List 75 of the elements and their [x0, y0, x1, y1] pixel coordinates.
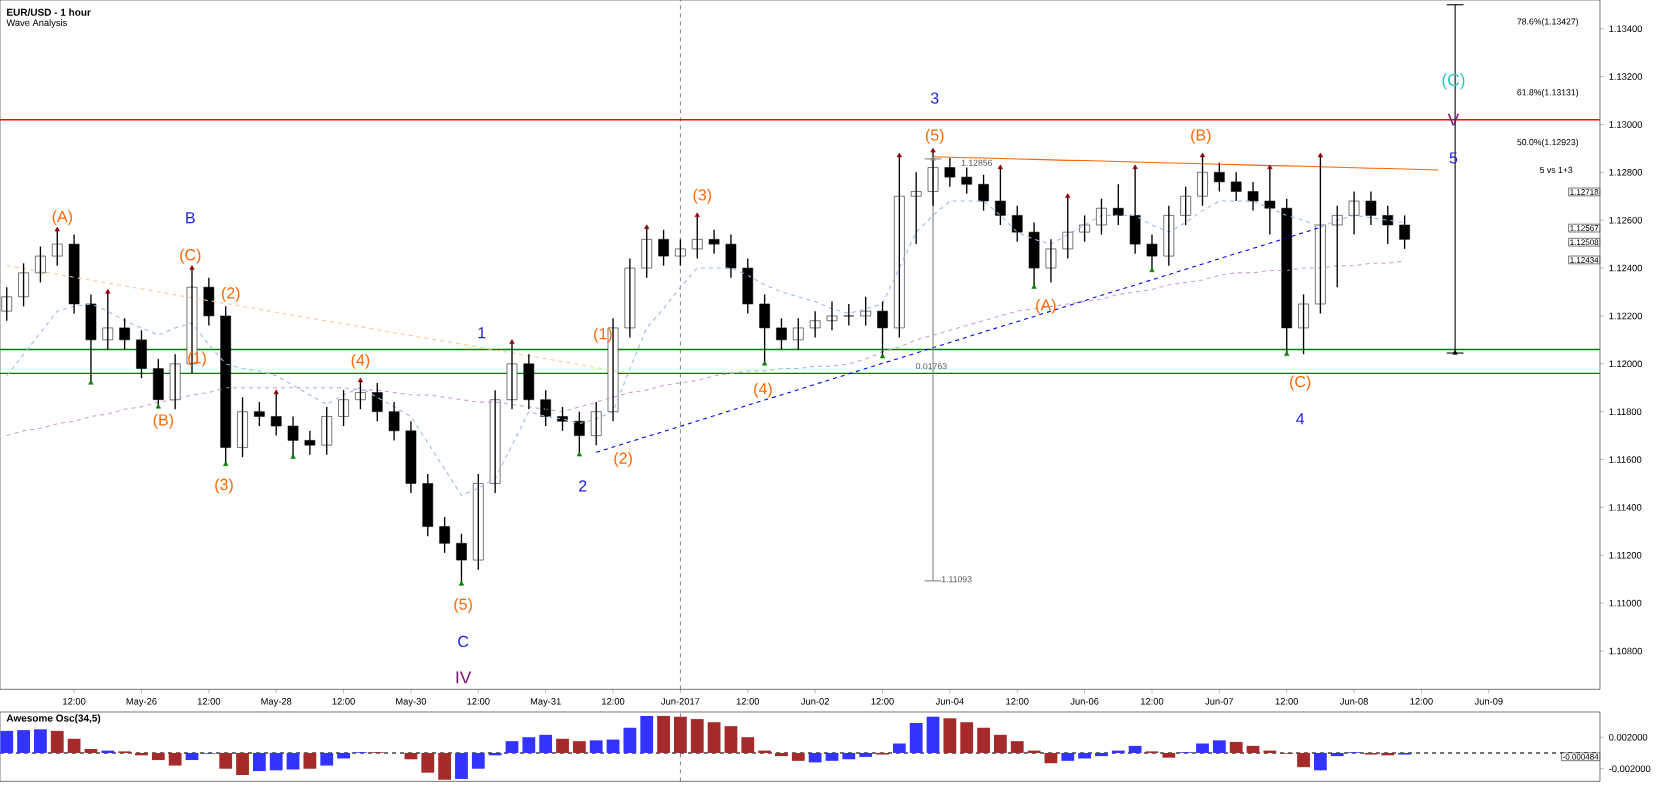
annotation: (B) — [1191, 129, 1211, 145]
x-tick-label: 12:00 — [332, 698, 355, 705]
x-tick-label: 12:00 — [1410, 698, 1433, 705]
x-tick-label: Jun-08 — [1339, 698, 1368, 705]
y-tick-label: 1.13000 — [1609, 121, 1643, 128]
annotation: (B) — [153, 413, 174, 429]
chart-title: Awesome Osc(34,5) — [6, 714, 101, 724]
annotation: 4 — [1296, 413, 1305, 425]
annotation: C — [458, 635, 469, 648]
x-tick-label: Jun-2017 — [661, 698, 700, 705]
annotation: -0.000484 — [1562, 754, 1599, 760]
annotation: 1.12856 — [961, 159, 993, 166]
annotation: (4) — [754, 382, 772, 398]
annotation: (2) — [221, 287, 240, 302]
annotation: 1.12567 — [1570, 225, 1599, 232]
x-tick-label: 12:00 — [467, 698, 490, 705]
annotation: (C) — [1290, 375, 1311, 391]
annotation: (2) — [614, 452, 632, 468]
annotation: 50.0%(1.12923) — [1517, 139, 1579, 148]
y-tick-label: 1.12800 — [1609, 169, 1643, 176]
y-tick-label: 0.002000 — [1609, 734, 1648, 741]
text: EUR/USD - 1 hour — [7, 8, 91, 17]
y-tick-label: 1.11200 — [1609, 552, 1642, 559]
annotation: 5 vs 1+3 — [1540, 167, 1573, 174]
x-tick-label: May-28 — [261, 698, 292, 707]
annotation: (A) — [1036, 299, 1056, 314]
x-tick-label: Jun-04 — [935, 698, 964, 705]
x-tick-label: 12:00 — [1006, 698, 1029, 705]
y-tick-label: 1.12200 — [1609, 312, 1643, 320]
annotation: 1.12718 — [1570, 189, 1599, 195]
x-tick-label: Jun-06 — [1070, 698, 1099, 705]
annotation: 1.12508 — [1570, 239, 1599, 246]
x-tick-label: Jun-09 — [1474, 698, 1503, 705]
annotation: (4) — [351, 354, 370, 370]
y-tick-label: 1.11400 — [1609, 504, 1642, 511]
annotation: (A) — [52, 210, 72, 226]
annotation: 78.6%(1.13427) — [1517, 18, 1579, 27]
x-tick-label: 12:00 — [63, 698, 86, 705]
y-tick-label: 1.11000 — [1609, 600, 1642, 607]
y-tick-label: 1.13400 — [1609, 25, 1643, 33]
x-tick-label: 12:00 — [602, 698, 625, 705]
x-tick-label: Jun-07 — [1205, 698, 1234, 705]
annotation: 3 — [930, 92, 939, 104]
y-tick-label: 1.10800 — [1609, 647, 1643, 655]
annotation: (C) — [180, 248, 201, 264]
annotation: (5) — [454, 598, 472, 614]
x-tick-label: 12:00 — [736, 698, 760, 705]
text: Wave Analysis — [6, 19, 67, 28]
annotation: 2 — [579, 480, 587, 492]
y-tick-label: 1.12400 — [1609, 264, 1643, 272]
x-tick-label: Jun-02 — [801, 698, 829, 705]
x-tick-label: 12:00 — [197, 698, 221, 705]
annotation: IV — [456, 671, 472, 684]
y-tick-label: 1.12000 — [1609, 360, 1643, 368]
x-tick-label: 12:00 — [1275, 698, 1299, 705]
x-tick-label: 12:00 — [1141, 698, 1164, 705]
y-tick-label: 1.11600 — [1609, 456, 1642, 464]
x-tick-label: May-30 — [396, 698, 427, 707]
annotation: (1) — [594, 327, 612, 343]
x-tick-label: May-26 — [126, 698, 157, 707]
annotation: 0.01763 — [916, 363, 947, 370]
y-tick-label: 1.12600 — [1609, 217, 1643, 224]
annotation: B — [186, 212, 195, 224]
x-tick-label: May-31 — [530, 698, 561, 707]
annotation: 1.11093 — [941, 576, 972, 583]
y-tick-label: 1.13200 — [1609, 73, 1643, 81]
annotation: 1.12434 — [1570, 257, 1599, 263]
annotation: 1 — [478, 327, 486, 339]
y-tick-label: 1.11800 — [1609, 408, 1642, 416]
annotation: 61.8%(1.13131) — [1517, 89, 1579, 98]
x-tick-label: 12:00 — [871, 698, 894, 705]
annotation: (5) — [925, 129, 944, 145]
y-tick-label: -0.002000 — [1609, 765, 1651, 773]
annotation: (3) — [693, 188, 712, 204]
annotation: (3) — [215, 478, 233, 494]
